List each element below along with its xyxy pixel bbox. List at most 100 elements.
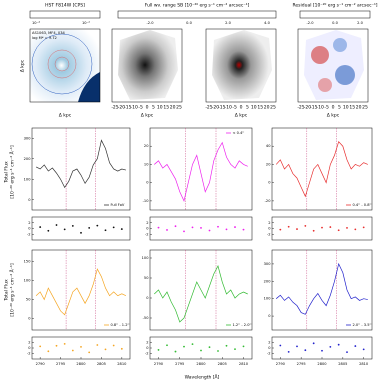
y-tick-label: -10	[143, 199, 150, 203]
sb-map	[118, 30, 178, 100]
residual-point	[112, 226, 115, 229]
image-tick-label: 10	[251, 105, 257, 111]
colorbar-label: HST F814W [CPS]	[45, 3, 85, 9]
legend-label: 2.0'' - 3.5''	[353, 323, 372, 327]
y-tick-label: 50	[26, 298, 31, 302]
residual-point	[96, 344, 99, 346]
panel-frame	[31, 249, 131, 331]
residual-point	[354, 228, 357, 231]
spectrum-line	[35, 268, 127, 316]
image-xlabel: Δ kpc	[141, 113, 154, 119]
y-tick-label: 200	[264, 279, 272, 283]
residual-point	[287, 225, 290, 228]
colorbar	[117, 10, 277, 19]
colorbar-tick: 10⁻²	[82, 21, 90, 25]
image-tick-label: -10	[131, 105, 138, 111]
x-tick-label: 2810	[359, 362, 369, 366]
object-name: AS1063, MF4, 034	[32, 31, 65, 35]
x-tick-label: 2790	[276, 362, 286, 366]
aperture	[54, 56, 70, 72]
y-tick-label: 10	[144, 162, 149, 166]
x-tick-label: 2800	[317, 362, 327, 366]
residual-point	[329, 346, 332, 348]
residual-point	[174, 350, 177, 353]
residual-point	[337, 343, 340, 346]
residual-point	[71, 225, 74, 227]
residual-point	[304, 349, 307, 352]
neighbor	[78, 72, 100, 102]
residual-point	[80, 231, 82, 234]
x-tick-label: 2790	[36, 362, 46, 366]
y-tick-label: 0	[28, 346, 31, 350]
residual-point	[120, 347, 123, 350]
y-tick-label: 100	[142, 256, 150, 260]
spectrum-line	[154, 265, 248, 323]
image-ylabel: Δ kpc	[20, 59, 26, 72]
legend-label: < 0.4''	[233, 131, 245, 135]
image-tick-label: -25	[297, 105, 304, 111]
image-tick-label: 15	[349, 105, 355, 111]
x-tick-label: 2805	[97, 362, 106, 366]
x-tick-label: 2795	[297, 362, 306, 366]
y-tick-label: -20	[265, 199, 272, 203]
residual-point	[208, 229, 211, 232]
legend-label: Full FoV	[111, 203, 125, 207]
residual-point	[80, 346, 82, 348]
residual-point	[47, 229, 50, 232]
image-tick-label: -15	[124, 105, 131, 111]
colorbar-label: Full wv. range SB [10⁻²⁰ erg s⁻¹ cm⁻² ar…	[145, 3, 250, 9]
image-tick-label: -5	[324, 105, 329, 111]
residual-point	[183, 345, 185, 348]
residual-point	[157, 226, 160, 229]
residual-point	[346, 351, 348, 354]
model-map	[212, 30, 272, 100]
residual-blob	[335, 65, 355, 85]
residual-point	[329, 226, 332, 228]
residual-point	[354, 345, 357, 347]
image-tick-label: 20	[264, 105, 270, 111]
y-tick-label: -2	[27, 352, 31, 356]
residual-point	[225, 344, 228, 347]
image-panels: AS1063, MF4, 034 log M* = 9.72 Δ kpc Δ k…	[20, 28, 369, 119]
residual-point	[234, 348, 236, 350]
y-tick-label: 100	[24, 177, 32, 181]
y-tick-label: 20	[144, 144, 149, 148]
panel-frame	[205, 28, 277, 103]
y-label: Total Flux	[4, 161, 10, 184]
colorbar-tick: -2.0	[306, 21, 314, 25]
residual-point	[157, 349, 160, 351]
residual-point	[104, 229, 107, 232]
y-tick-label: 0	[146, 296, 149, 300]
residual-point	[362, 226, 365, 229]
y-tick-label: 2	[28, 221, 30, 225]
image-tick-label: -15	[310, 105, 317, 111]
residual-blob	[318, 78, 332, 92]
y-label: [10⁻²⁰ erg s⁻¹ cm⁻² Å⁻¹]	[9, 145, 16, 198]
residual-point	[296, 345, 298, 348]
image-tick-label: -15	[218, 105, 225, 111]
image-xlabel: Δ kpc	[235, 113, 248, 119]
residual-point	[183, 230, 185, 233]
residual-point	[63, 228, 66, 231]
y-tick-label: 0	[268, 227, 271, 231]
residual-point	[337, 229, 340, 232]
residual-blob	[311, 46, 329, 64]
residual-point	[39, 345, 42, 348]
residual-point	[120, 228, 123, 230]
image-tick-label: 0	[240, 105, 243, 111]
residual-map	[304, 30, 364, 100]
image-tick-label: -20	[304, 105, 311, 111]
residual-point	[217, 350, 219, 352]
colorbar-tick: 2.0	[357, 21, 363, 25]
residual-point	[312, 229, 315, 232]
panel-frame	[149, 127, 253, 211]
image-tick-label: 5	[246, 105, 249, 111]
colorbar-label: Residual [10⁻²⁰ erg s⁻¹ cm⁻² arcsec⁻¹]	[292, 3, 377, 9]
residual-point	[217, 225, 219, 228]
image-tick-label: 25	[176, 105, 182, 111]
image-tick-label: -10	[317, 105, 324, 111]
residual-point	[208, 346, 211, 349]
colorbar-tick: 2.0	[225, 21, 231, 25]
panel-frame	[31, 127, 131, 211]
image-tick-label: -25	[205, 105, 212, 111]
